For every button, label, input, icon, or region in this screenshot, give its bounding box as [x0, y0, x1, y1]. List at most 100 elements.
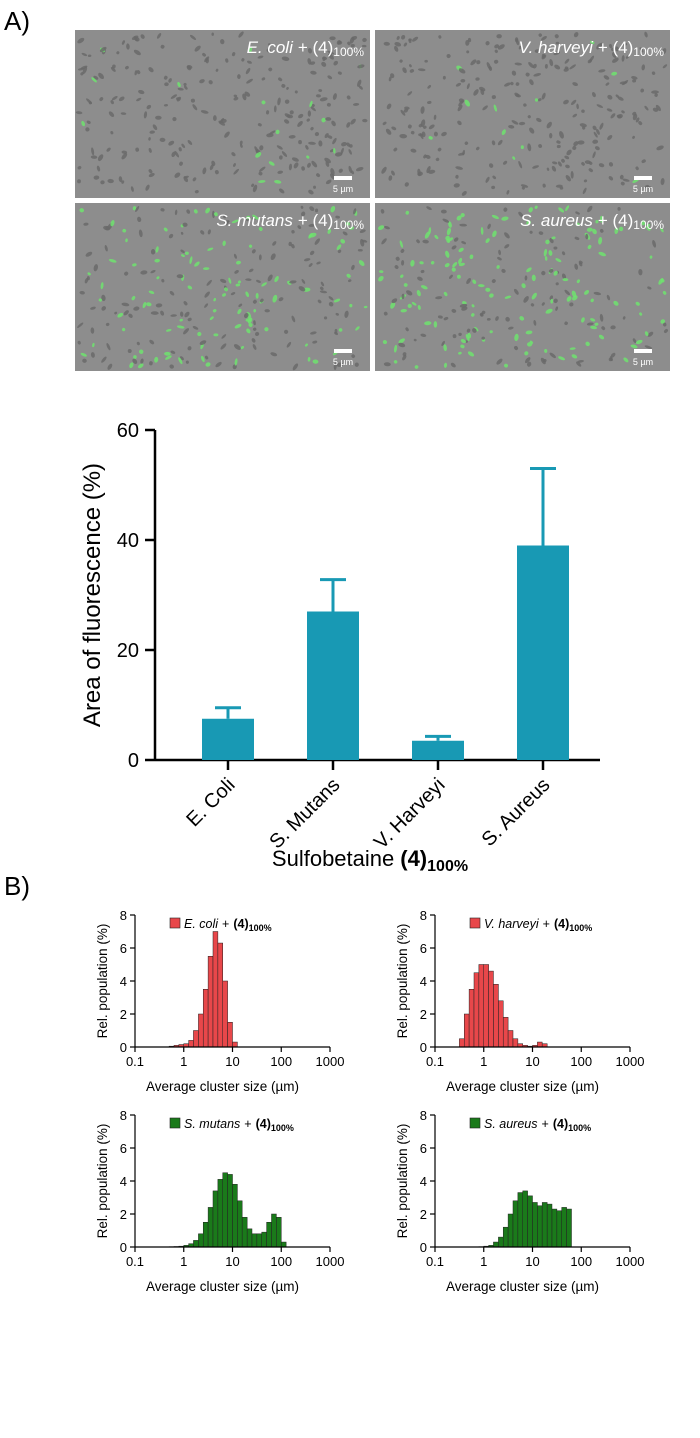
cell	[199, 340, 207, 346]
legend-species: S. aureus	[484, 1117, 538, 1131]
cell	[331, 120, 336, 127]
cell	[337, 71, 342, 75]
cell	[213, 333, 219, 337]
y-tick-label: 0	[420, 1040, 427, 1055]
cell	[190, 98, 195, 103]
cell	[160, 310, 165, 316]
cell	[289, 110, 294, 115]
x-axis-label: Average cluster size (µm)	[446, 1279, 599, 1294]
y-tick-label: 8	[420, 908, 427, 923]
cell	[205, 207, 211, 214]
cell	[291, 157, 299, 162]
cell	[230, 292, 236, 296]
cell	[526, 267, 532, 273]
cell	[553, 270, 558, 276]
cell	[272, 294, 278, 303]
x-tick-label: 1	[480, 1254, 487, 1269]
cell	[214, 212, 218, 217]
scale-bar	[634, 176, 652, 180]
cell	[304, 343, 308, 347]
cell	[315, 208, 319, 213]
cell	[293, 162, 299, 169]
cell	[192, 104, 198, 111]
hist-bar	[202, 989, 209, 1048]
cell	[316, 261, 321, 265]
cell	[410, 130, 415, 135]
cell	[77, 322, 84, 328]
cell	[420, 119, 426, 128]
label-suffix: + (4)	[298, 211, 333, 230]
cell	[402, 67, 407, 74]
cell	[270, 352, 278, 357]
hist-bar	[222, 1172, 228, 1248]
cell	[533, 73, 542, 77]
cell	[156, 276, 160, 280]
cell	[641, 64, 646, 71]
cell	[416, 290, 421, 297]
cell	[358, 49, 362, 55]
cell	[501, 268, 506, 273]
cell	[149, 130, 155, 134]
cell	[180, 311, 184, 317]
cell	[251, 249, 256, 254]
cell	[254, 146, 259, 153]
x-tick-label: 1000	[616, 1054, 645, 1069]
x-axis-label: Average cluster size (µm)	[146, 1279, 299, 1294]
cell	[352, 102, 360, 106]
cell	[132, 206, 137, 211]
cell	[273, 105, 277, 113]
cell	[599, 42, 604, 47]
y-tick-label: 4	[420, 1174, 427, 1189]
cell	[555, 282, 559, 286]
hist-bar	[212, 931, 219, 1048]
cell	[316, 94, 321, 98]
cell	[386, 103, 392, 110]
hist-bar	[502, 1226, 509, 1248]
cell	[207, 247, 214, 251]
cell	[542, 358, 547, 363]
cell	[641, 159, 646, 164]
y-tick-label: 4	[420, 974, 427, 989]
cell	[332, 137, 337, 145]
cell	[393, 344, 398, 353]
cell	[82, 358, 87, 363]
cell	[563, 67, 569, 72]
cell	[473, 89, 479, 96]
cell	[143, 111, 148, 119]
y-tick-label: 8	[120, 908, 127, 923]
cell	[475, 77, 480, 81]
legend-subscript: 100%	[568, 1123, 591, 1133]
cell	[464, 99, 471, 107]
scale-bar	[334, 176, 352, 180]
label-subscript: 100%	[633, 218, 664, 232]
cell	[518, 121, 526, 126]
hist-bar	[232, 1041, 238, 1048]
cell	[200, 230, 205, 235]
hist-bar	[198, 1013, 204, 1048]
cell	[101, 306, 107, 311]
cell	[197, 331, 202, 337]
cell	[632, 79, 637, 83]
cell	[619, 81, 628, 85]
cell	[288, 135, 296, 139]
cell	[409, 64, 412, 68]
cell	[488, 163, 494, 168]
cell	[658, 277, 664, 285]
cell	[311, 103, 315, 107]
cell	[138, 89, 145, 95]
cell	[654, 93, 658, 97]
cell	[651, 71, 656, 75]
cell	[235, 283, 241, 287]
cell	[359, 229, 366, 233]
cell	[488, 66, 493, 71]
cell	[563, 99, 569, 105]
cell	[357, 64, 365, 69]
cell	[570, 99, 577, 106]
cell	[268, 67, 273, 72]
cell	[408, 38, 412, 44]
cell	[223, 220, 230, 224]
cell	[379, 270, 384, 273]
cell	[504, 363, 509, 368]
cell	[652, 107, 659, 112]
cell	[531, 292, 537, 300]
